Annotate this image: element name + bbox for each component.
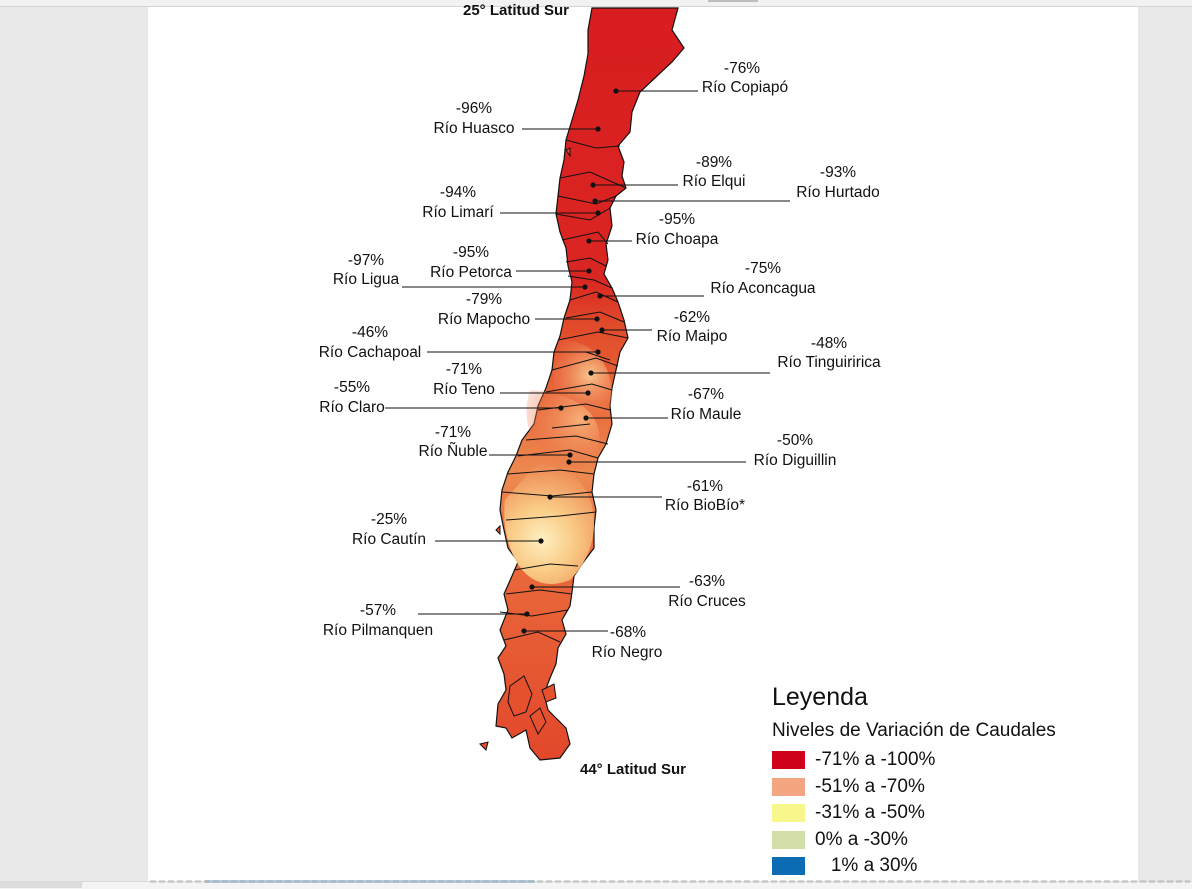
river-percent: -95% [659, 211, 695, 228]
leader-lines [385, 90, 790, 632]
river-name: Río Petorca [430, 264, 512, 281]
river-name: Río Negro [592, 644, 663, 661]
latitude-bottom-label: 44° Latitud Sur [580, 761, 686, 778]
toolbar-tab-marker [708, 0, 758, 2]
river-percent: -48% [811, 335, 847, 352]
river-percent: -67% [688, 386, 724, 403]
legend-swatch [772, 751, 805, 770]
river-percent: -94% [440, 184, 476, 201]
legend-item-label: -71% a -100% [815, 749, 936, 771]
top-toolbar-edge [0, 0, 1192, 7]
river-name: Río Cachapoal [319, 344, 422, 361]
river-percent: -61% [687, 478, 723, 495]
river-percent: -71% [435, 424, 471, 441]
river-percent: -25% [371, 511, 407, 528]
river-name: Río Teno [433, 381, 495, 398]
legend-item: -51% a -70% [772, 774, 1112, 801]
legend-item-label: 0% a -30% [815, 828, 908, 850]
river-name: Río Maule [671, 406, 742, 423]
river-name: Río Ñuble [419, 443, 488, 460]
river-name: Río Ligua [333, 271, 400, 288]
river-percent: -55% [334, 379, 370, 396]
cropped-text-line [150, 880, 1190, 883]
river-percent: -97% [348, 252, 384, 269]
river-name: Río Huasco [434, 120, 515, 137]
cropped-link-line [205, 880, 535, 883]
river-name: Río Choapa [636, 231, 719, 248]
river-percent: -50% [777, 432, 813, 449]
river-points [521, 88, 619, 634]
river-percent: -71% [446, 361, 482, 378]
document-page [148, 7, 1138, 881]
latitude-top-label: 25° Latitud Sur [463, 2, 569, 19]
river-name: Río Cautín [352, 531, 426, 548]
legend-swatch [772, 777, 805, 796]
legend-subtitle: Niveles de Variación de Caudales [772, 720, 1056, 741]
river-percent: -62% [674, 309, 710, 326]
legend-item-label: 1% a 30% [815, 855, 918, 877]
legend-item-label: -31% a -50% [815, 802, 925, 824]
river-percent: -46% [352, 324, 388, 341]
legend-item: 1% a 30% [772, 853, 1112, 880]
map-legend: Leyenda Niveles de Variación de Caudales… [772, 684, 1112, 880]
legend-items: -71% a -100% -51% a -70% -31% a -50% 0% … [772, 747, 1112, 880]
legend-swatch [772, 857, 805, 876]
river-name: Río Aconcagua [710, 280, 816, 297]
river-name: Río Limarí [422, 204, 494, 221]
river-name: Río BioBío* [665, 497, 745, 514]
river-name: Río Maipo [657, 328, 728, 345]
river-percent: -95% [453, 244, 489, 261]
river-name: Río Claro [319, 399, 384, 416]
bottom-page-edge [0, 880, 1192, 889]
legend-swatch [772, 804, 805, 823]
river-percent: -63% [689, 573, 725, 590]
river-percent: -57% [360, 602, 396, 619]
legend-title: Leyenda [772, 683, 868, 711]
legend-item: -31% a -50% [772, 800, 1112, 827]
river-percent: -89% [696, 154, 732, 171]
river-percent: -75% [745, 260, 781, 277]
river-name: Río Copiapó [702, 79, 788, 96]
river-labels: -76% Río Copiapó -96% Río Huasco -89% Rí… [319, 60, 881, 661]
river-percent: -79% [466, 291, 502, 308]
river-name: Río Diguillin [754, 452, 837, 469]
legend-swatch [772, 830, 805, 849]
river-name: Río Elqui [683, 173, 746, 190]
legend-item: -71% a -100% [772, 747, 1112, 774]
river-percent: -76% [724, 60, 760, 77]
river-name: Río Pilmanquen [323, 622, 433, 639]
river-percent: -68% [610, 624, 646, 641]
river-percent: -96% [456, 100, 492, 117]
river-name: Río Hurtado [796, 184, 880, 201]
southern-islands [479, 147, 571, 751]
river-name: Río Cruces [668, 593, 746, 610]
legend-item-label: -51% a -70% [815, 775, 925, 797]
river-percent: -93% [820, 164, 856, 181]
bottom-left-bar [0, 882, 82, 888]
river-name: Río Mapocho [438, 311, 530, 328]
legend-item: 0% a -30% [772, 827, 1112, 854]
river-name: Río Tinguiririca [777, 354, 881, 371]
